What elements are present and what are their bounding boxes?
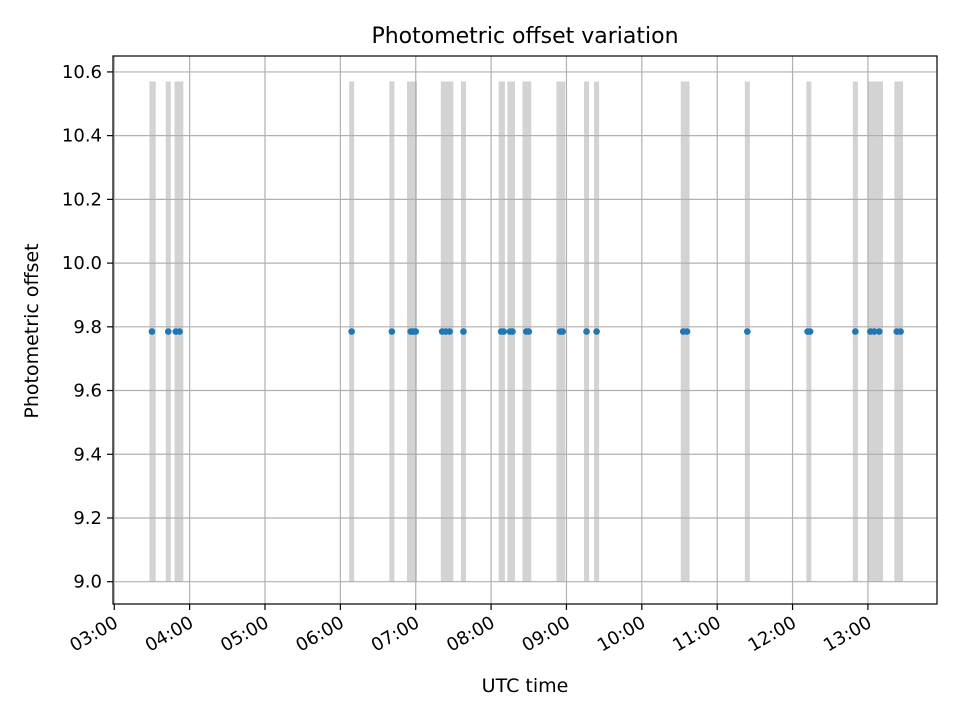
- data-point: [460, 328, 467, 335]
- y-tick-label: 10.4: [62, 126, 102, 147]
- data-point: [744, 328, 751, 335]
- data-point: [412, 328, 420, 335]
- x-tick-label: 10:00: [594, 612, 649, 656]
- data-point: [509, 328, 516, 335]
- data-point: [525, 328, 533, 335]
- data-point: [388, 328, 396, 335]
- x-tick-label: 09:00: [519, 612, 574, 656]
- x-tick-label: 11:00: [669, 612, 724, 656]
- y-tick-label: 10.0: [62, 253, 102, 274]
- data-points: [148, 328, 904, 335]
- y-axis-ticks: 9.0 9.2 9.4 9.6 9.8 10.0 10.2 10.4 10.6: [62, 62, 113, 593]
- data-point: [164, 328, 172, 335]
- y-tick-label: 9.6: [73, 381, 102, 402]
- data-point: [446, 328, 453, 335]
- y-tick-label: 9.8: [73, 317, 102, 338]
- y-axis-label: Photometric offset: [21, 243, 43, 418]
- y-tick-label: 10.6: [62, 62, 102, 83]
- x-tick-label: 12:00: [745, 612, 800, 656]
- data-point: [559, 328, 566, 335]
- data-point: [148, 328, 156, 335]
- y-tick-label: 9.4: [73, 444, 102, 465]
- data-point: [583, 328, 590, 335]
- x-tick-label: 03:00: [66, 612, 121, 656]
- data-point: [806, 328, 814, 335]
- plot-frame: [112, 55, 938, 605]
- y-tick-label: 9.2: [73, 508, 102, 529]
- x-tick-label: 07:00: [368, 612, 423, 656]
- data-point: [176, 328, 183, 335]
- x-tick-label: 06:00: [292, 612, 347, 656]
- data-point: [875, 328, 883, 335]
- y-tick-label: 10.2: [62, 189, 102, 210]
- chart-title: Photometric offset variation: [371, 24, 678, 49]
- x-axis-label: UTC time: [482, 675, 569, 697]
- data-point: [348, 328, 355, 335]
- data-point: [897, 328, 904, 335]
- data-point: [500, 328, 507, 335]
- x-tick-label: 13:00: [820, 612, 875, 656]
- x-tick-label: 05:00: [217, 612, 272, 656]
- x-tick-label: 08:00: [443, 612, 498, 656]
- data-point: [593, 328, 600, 335]
- x-tick-label: 04:00: [142, 612, 197, 656]
- data-point: [683, 328, 691, 335]
- x-axis-ticks: 03:00 04:00 05:00 06:00 07:00 08:00 09:00 10:00…: [66, 604, 875, 656]
- data-point: [852, 328, 859, 335]
- y-tick-label: 9.0: [73, 572, 102, 593]
- data-point: [870, 328, 878, 335]
